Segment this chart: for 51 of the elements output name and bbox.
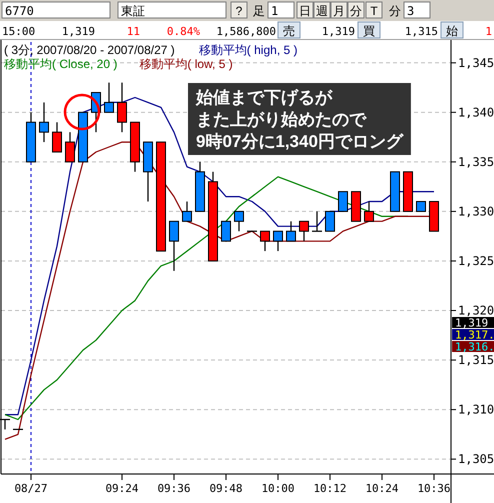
- text: 1: [271, 4, 278, 18]
- text: 始: [446, 24, 458, 38]
- y-tick-label: 1,330: [458, 204, 494, 218]
- text: 1,317.: [455, 328, 494, 342]
- annotation: 始値まで下げるが: [195, 88, 333, 107]
- text: 移動平均( high, 5 ): [198, 43, 298, 57]
- text: 1,319: [62, 25, 95, 38]
- x-tick-label: 09:36: [157, 482, 191, 495]
- note: 始値まで下げるが また上がり始めたので 9時07分に1,340円でロング: [188, 83, 411, 155]
- y-tick-label: 1,305: [458, 452, 494, 466]
- x-tick-label: 09:48: [209, 482, 243, 495]
- text: 1,319: [455, 316, 488, 330]
- text: ?: [236, 4, 243, 18]
- text: 11: [126, 25, 140, 38]
- text: 足: [253, 4, 265, 18]
- x-tick-label: 10:00: [261, 482, 295, 495]
- x-tick-label: 10:24: [365, 482, 399, 495]
- text: 分: [389, 4, 401, 18]
- text: 1,586,800: [216, 25, 276, 38]
- annotation: また上がり始めたので: [196, 110, 367, 129]
- text: T: [370, 4, 378, 18]
- text: 売: [283, 24, 295, 38]
- text: 日: [299, 4, 311, 18]
- text: 週: [316, 4, 328, 18]
- text: 東証: [121, 4, 145, 18]
- x-tick-label: 09:24: [105, 482, 139, 495]
- y-tick-label: 1,335: [458, 154, 494, 169]
- text: 6770: [5, 4, 34, 18]
- text: 移動平均( Close, 20 ): [4, 57, 118, 71]
- text: 15:00: [2, 25, 36, 38]
- y-tick-label: 1,315: [458, 353, 494, 368]
- text: 月: [333, 4, 345, 18]
- y-tick-label: 1,320: [458, 304, 494, 318]
- text: 1,319: [322, 25, 355, 38]
- text: 1: [485, 25, 492, 38]
- annotation: 9時07分に1,340円でロング: [196, 132, 404, 151]
- text: 0.84%: [166, 25, 200, 38]
- y-tick-label: 1,325: [458, 254, 494, 268]
- x-tick-label: 08/27: [14, 482, 48, 495]
- y-tick-label: 1,340: [458, 105, 494, 120]
- text: 買: [363, 24, 375, 38]
- y-tick-label: 1,310: [458, 402, 494, 417]
- text: 1,316.: [455, 340, 494, 354]
- y-tick-label: 1,345: [458, 56, 494, 70]
- text: 3: [407, 4, 414, 18]
- x-tick-label: 10:12: [313, 482, 347, 495]
- text: 分: [350, 4, 362, 18]
- text: 1,315: [404, 25, 438, 38]
- x-tick-label: 10:36: [417, 482, 451, 495]
- text: 移動平均( low, 5 ): [139, 57, 233, 71]
- chart-title: ( 3分, 2007/08/20 - 2007/08/27 ): [4, 43, 175, 57]
